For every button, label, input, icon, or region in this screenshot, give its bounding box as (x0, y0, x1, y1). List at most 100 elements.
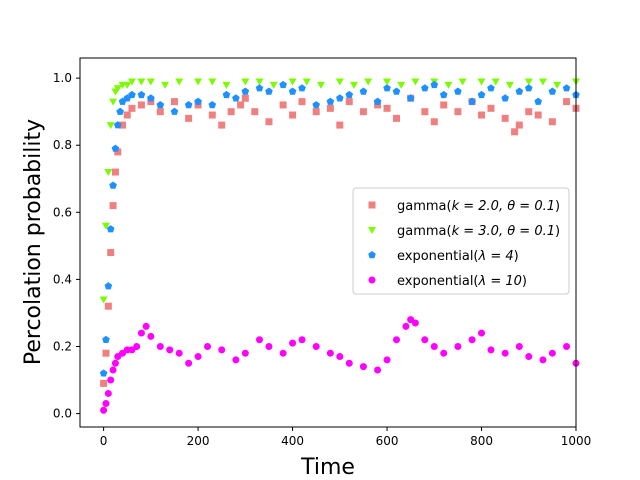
data-point (146, 78, 155, 86)
data-point (137, 101, 145, 109)
data-point (477, 78, 486, 86)
data-point (326, 349, 334, 357)
data-point (255, 78, 264, 86)
x-axis-label: Time (300, 455, 355, 480)
data-point (128, 90, 136, 99)
data-point (349, 81, 358, 89)
data-point (111, 359, 119, 367)
data-point (411, 78, 420, 86)
data-point (316, 81, 325, 89)
data-point (142, 322, 150, 330)
data-point (454, 108, 462, 116)
series-1 (100, 94, 580, 387)
data-point (302, 78, 311, 86)
data-point (444, 81, 453, 89)
data-point (241, 78, 250, 86)
data-point (421, 336, 429, 344)
data-point (312, 100, 320, 109)
data-point (113, 85, 122, 93)
data-point (505, 81, 514, 89)
data-point (99, 369, 108, 377)
data-point (359, 363, 367, 371)
data-point (374, 366, 382, 374)
x-tick-label: 800 (470, 434, 493, 448)
data-point (137, 78, 146, 86)
data-point (218, 346, 226, 354)
data-point (487, 346, 495, 354)
data-point (106, 122, 115, 130)
data-point (326, 104, 334, 112)
data-point (156, 100, 165, 109)
legend-marker (368, 201, 376, 209)
x-tick-label: 1000 (561, 434, 592, 448)
x-tick-label: 400 (281, 434, 304, 448)
data-point (170, 98, 178, 106)
data-point (137, 90, 146, 99)
data-point (111, 144, 120, 152)
x-tick-label: 600 (376, 434, 399, 448)
data-point (345, 98, 353, 106)
data-point (478, 111, 486, 119)
data-point (279, 80, 287, 89)
data-point (194, 97, 202, 105)
data-point (107, 249, 115, 257)
data-point (538, 78, 547, 86)
data-point (468, 97, 476, 105)
data-point (312, 108, 320, 116)
data-point (194, 101, 202, 109)
data-point (487, 84, 495, 92)
data-point (170, 107, 179, 115)
data-point (548, 87, 557, 95)
data-point (501, 114, 509, 122)
data-point (133, 342, 141, 350)
data-point (548, 118, 556, 126)
data-point (421, 108, 429, 116)
data-point (222, 90, 231, 99)
data-point (336, 353, 344, 361)
data-point (406, 94, 415, 102)
data-point (123, 111, 131, 119)
data-point (175, 349, 183, 357)
data-point (515, 121, 523, 129)
data-point (478, 329, 486, 337)
x-axis-ticks: 0 200 400 600 800 1000 (100, 427, 591, 448)
data-point (147, 98, 155, 106)
legend-label: exponential(λ = 10) (397, 274, 527, 289)
y-tick-label: 1.0 (53, 71, 72, 85)
data-point (218, 121, 226, 129)
data-point (269, 81, 278, 89)
data-point (113, 121, 122, 129)
data-point (119, 121, 127, 129)
data-point (515, 87, 524, 95)
y-axis-ticks: 0.0 0.2 0.4 0.6 0.8 1.0 (53, 71, 80, 421)
data-point (440, 101, 448, 109)
data-point (109, 366, 117, 374)
data-point (383, 356, 391, 364)
data-point (204, 342, 212, 350)
data-point (102, 400, 110, 408)
data-point (166, 346, 174, 354)
data-point (539, 356, 547, 364)
y-tick-label: 0.6 (53, 205, 72, 219)
data-point (279, 101, 287, 109)
data-point (241, 87, 250, 95)
data-point (468, 336, 476, 344)
data-point (241, 349, 249, 357)
data-point (104, 169, 113, 177)
data-point (335, 78, 344, 86)
data-point (208, 100, 217, 109)
data-point (123, 81, 132, 89)
x-tick-label: 0 (100, 434, 108, 448)
data-point (106, 225, 115, 233)
data-point (359, 87, 368, 95)
legend-label: exponential(λ = 4) (397, 249, 519, 264)
data-point (232, 94, 240, 102)
x-tick-label: 200 (187, 434, 210, 448)
data-point (114, 148, 122, 156)
data-point (208, 111, 216, 119)
data-point (440, 349, 448, 357)
data-point (298, 98, 306, 106)
data-point (374, 101, 382, 109)
series-2 (99, 78, 580, 304)
data-point (501, 349, 509, 357)
